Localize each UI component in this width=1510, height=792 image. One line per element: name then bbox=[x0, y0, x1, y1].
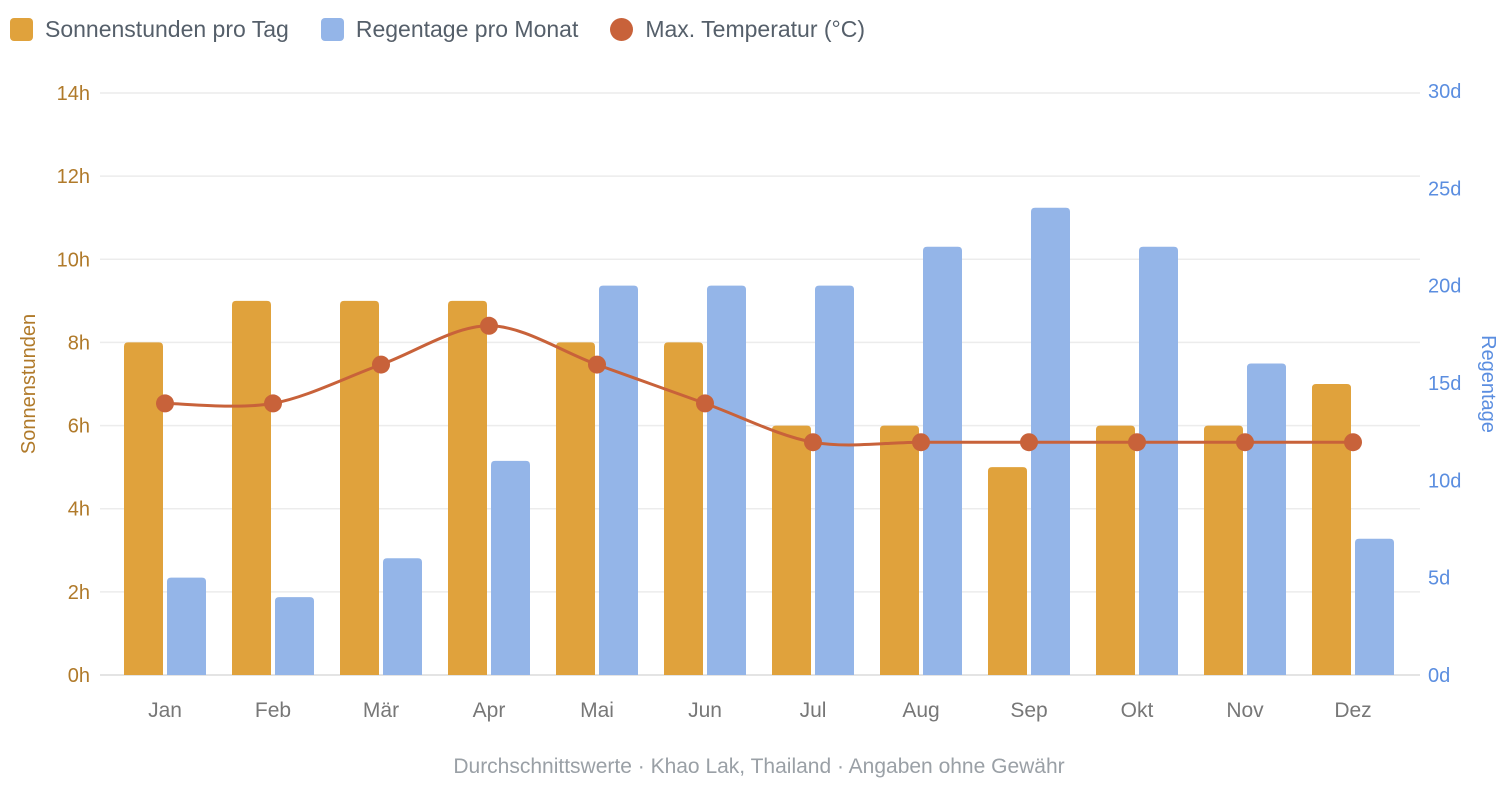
rain-bar bbox=[1247, 363, 1286, 675]
right-tick-label: 20d bbox=[1428, 276, 1461, 298]
sun-bar bbox=[664, 342, 703, 675]
x-tick-label: Apr bbox=[473, 699, 506, 722]
left-axis-title: Sonnenstunden bbox=[18, 314, 40, 454]
sun-bar bbox=[772, 425, 811, 675]
left-tick-label: 0h bbox=[68, 665, 90, 687]
temperature-point bbox=[588, 355, 606, 374]
x-tick-label: Jan bbox=[148, 699, 182, 722]
x-tick-label: Sep bbox=[1010, 699, 1047, 722]
x-tick-label: Nov bbox=[1226, 699, 1264, 722]
sun-bar bbox=[1096, 425, 1135, 675]
legend-swatch-rain bbox=[320, 18, 344, 41]
rain-bar bbox=[1355, 538, 1394, 675]
legend-item-temp[interactable]: Max. Temperatur (°C) bbox=[610, 16, 865, 43]
left-tick-label: 6h bbox=[68, 416, 90, 438]
x-tick-label: Dez bbox=[1334, 699, 1371, 722]
right-tick-label: 10d bbox=[1428, 470, 1461, 492]
legend: Sonnenstunden pro Tag Regentage pro Mona… bbox=[10, 16, 897, 43]
temperature-point bbox=[480, 316, 498, 335]
sun-bar bbox=[232, 300, 271, 675]
temperature-point bbox=[1344, 433, 1362, 452]
x-tick-label: Jun bbox=[688, 699, 722, 722]
temperature-point bbox=[912, 433, 930, 452]
legend-swatch-sun bbox=[10, 18, 33, 41]
left-tick-label: 12h bbox=[57, 166, 90, 188]
rain-bar bbox=[1139, 246, 1178, 675]
temperature-point bbox=[804, 433, 822, 452]
rain-bar bbox=[707, 285, 746, 675]
sun-bar bbox=[556, 342, 595, 675]
sun-bar bbox=[340, 300, 379, 675]
x-tick-label: Jul bbox=[800, 699, 827, 722]
legend-item-rain[interactable]: Regentage pro Monat bbox=[320, 16, 579, 43]
sun-bar bbox=[1312, 384, 1351, 675]
x-tick-label: Okt bbox=[1121, 699, 1154, 722]
temperature-point bbox=[156, 394, 174, 413]
x-tick-label: Mär bbox=[363, 699, 399, 722]
sun-bar bbox=[448, 300, 487, 675]
right-tick-label: 30d bbox=[1428, 81, 1461, 103]
left-tick-label: 10h bbox=[57, 249, 90, 271]
sun-bar bbox=[124, 342, 163, 675]
rain-bar bbox=[383, 558, 422, 675]
sun-bar bbox=[1204, 425, 1243, 675]
rain-bar bbox=[167, 577, 206, 675]
sun-bar bbox=[988, 467, 1027, 675]
legend-swatch-temp bbox=[610, 18, 634, 41]
right-tick-label: 5d bbox=[1428, 568, 1450, 590]
temperature-point bbox=[1020, 433, 1038, 452]
left-tick-label: 2h bbox=[68, 582, 90, 604]
rain-bar bbox=[275, 597, 314, 675]
legend-label-rain: Regentage pro Monat bbox=[355, 16, 579, 42]
legend-label-temp: Max. Temperatur (°C) bbox=[645, 16, 866, 42]
right-tick-label: 25d bbox=[1428, 178, 1461, 200]
legend-item-sun[interactable]: Sonnenstunden pro Tag bbox=[10, 16, 289, 43]
rain-bar bbox=[599, 285, 638, 675]
sun-bar bbox=[880, 425, 919, 675]
left-tick-label: 8h bbox=[68, 332, 90, 354]
x-tick-label: Aug bbox=[902, 699, 939, 722]
temperature-point bbox=[372, 355, 390, 374]
x-tick-label: Feb bbox=[255, 699, 291, 722]
legend-label-sun: Sonnenstunden pro Tag bbox=[45, 16, 289, 42]
temperature-point bbox=[1128, 433, 1146, 452]
right-tick-label: 15d bbox=[1428, 373, 1461, 395]
left-tick-label: 4h bbox=[68, 499, 90, 521]
right-tick-label: 0d bbox=[1428, 665, 1450, 687]
left-tick-label: 14h bbox=[57, 83, 90, 105]
temperature-line bbox=[164, 324, 1353, 447]
right-axis-title: Regentage bbox=[1477, 335, 1499, 433]
x-tick-label: Mai bbox=[580, 699, 614, 722]
temperature-point bbox=[264, 394, 282, 413]
temperature-point bbox=[1236, 433, 1254, 452]
chart-footer: Durchschnittswerte · Khao Lak, Thailand … bbox=[453, 755, 1065, 778]
temperature-point bbox=[696, 394, 714, 413]
rain-bar bbox=[491, 460, 530, 675]
rain-bar bbox=[923, 246, 962, 675]
rain-bar bbox=[815, 285, 854, 675]
